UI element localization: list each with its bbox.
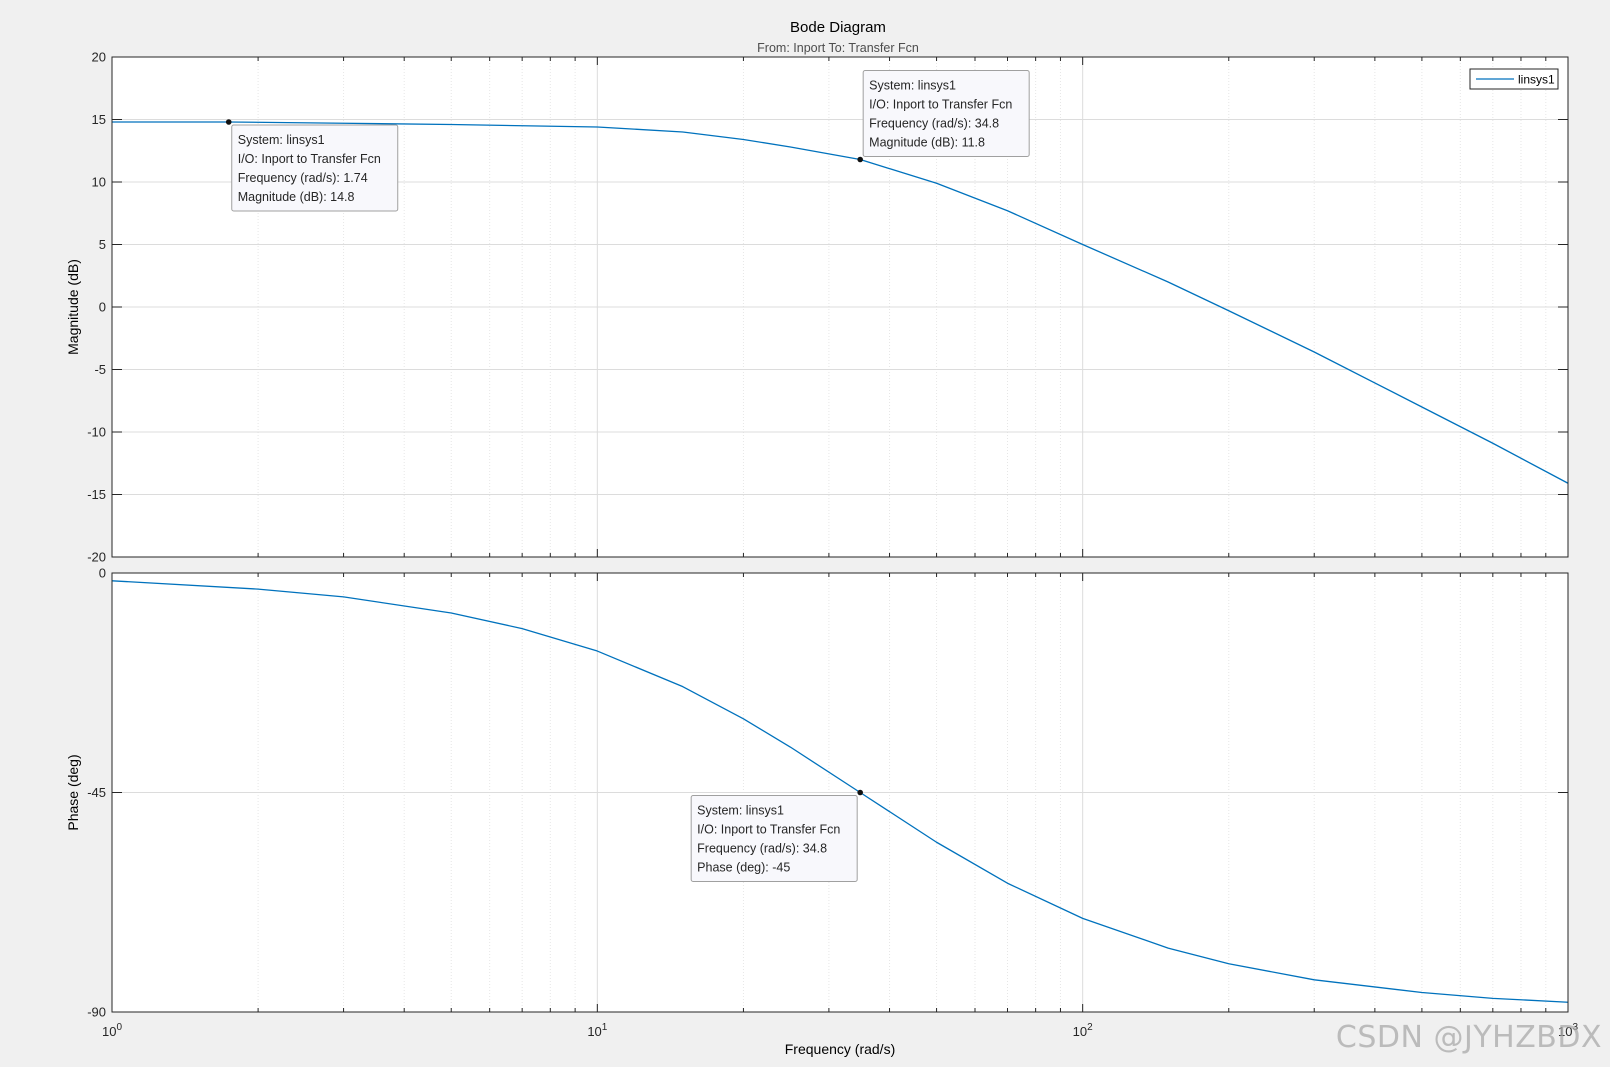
datatip-box — [231, 124, 399, 212]
datatip-marker — [225, 119, 232, 125]
x-tick-label: 102 — [1073, 1022, 1093, 1039]
datatip-text: Phase (deg): -45 — [697, 861, 790, 875]
chart-subtitle: From: Inport To: Transfer Fcn — [757, 41, 919, 55]
x-tick-label: 101 — [587, 1022, 607, 1039]
y-tick-label: 0 — [99, 566, 106, 581]
watermark: CSDN @JYHZBDX — [1335, 1020, 1602, 1055]
datatip-box — [862, 70, 1030, 157]
y-tick-label: -45 — [87, 785, 106, 800]
magnitude-axes: -20 -15 -10 -5 0 5 10 15 20 Magnitude (dB) linsys1… — [65, 50, 1569, 565]
y-tick-label: -20 — [87, 550, 106, 565]
datatip-text: Frequency (rad/s): 34.8 — [869, 117, 999, 131]
magnitude-series-line — [112, 121, 1569, 484]
y-tick-label: 0 — [99, 300, 106, 315]
phase-y-axis-label: Phase (deg) — [65, 754, 81, 830]
y-tick-label: -5 — [94, 362, 106, 377]
y-tick-label: 5 — [99, 237, 106, 252]
datatip-text: I/O: Inport to Transfer Fcn — [238, 152, 381, 166]
phase-axes: -90 -45 0 Phase (deg) 100 101 102 103 Frequency … — [65, 566, 1578, 1058]
datatip-text: System: linsys1 — [869, 79, 956, 93]
datatip-text: Magnitude (dB): 14.8 — [238, 190, 355, 204]
phase-datatip: System: linsys1 I/O: Inport to Transfer F… — [690, 789, 863, 882]
y-tick-label: -10 — [87, 425, 106, 440]
x-tick-label: 103 — [1558, 1022, 1578, 1039]
datatip-text: I/O: Inport to Transfer Fcn — [869, 98, 1012, 112]
legend: linsys1 — [1469, 68, 1559, 90]
datatip-text: Frequency (rad/s): 34.8 — [697, 842, 827, 856]
magnitude-datatip: System: linsys1 I/O: Inport to Transfer F… — [857, 70, 1030, 163]
y-tick-label: 10 — [92, 175, 106, 190]
datatip-text: System: linsys1 — [238, 133, 325, 147]
x-axis-label: Frequency (rad/s) — [785, 1041, 895, 1057]
y-tick-label: 20 — [92, 50, 106, 65]
magnitude-datatip: System: linsys1 I/O: Inport to Transfer F… — [225, 119, 399, 212]
magnitude-y-axis-label: Magnitude (dB) — [65, 259, 81, 355]
phase-axes-box — [111, 572, 1569, 1013]
magnitude-axes-box — [111, 56, 1569, 558]
datatip-text: Frequency (rad/s): 1.74 — [238, 171, 368, 185]
datatip-text: System: linsys1 — [697, 804, 784, 818]
datatip-text: I/O: Inport to Transfer Fcn — [697, 823, 840, 837]
y-tick-label: -15 — [87, 487, 106, 502]
datatip-marker — [857, 789, 863, 796]
datatip-box — [690, 795, 858, 882]
x-tick-label: 100 — [102, 1022, 122, 1039]
datatip-marker — [857, 156, 863, 163]
chart-title: Bode Diagram — [790, 19, 886, 36]
y-tick-label: -90 — [87, 1005, 106, 1020]
datatip-text: Magnitude (dB): 11.8 — [869, 136, 985, 150]
legend-label: linsys1 — [1518, 73, 1555, 87]
y-tick-label: 15 — [92, 112, 106, 127]
